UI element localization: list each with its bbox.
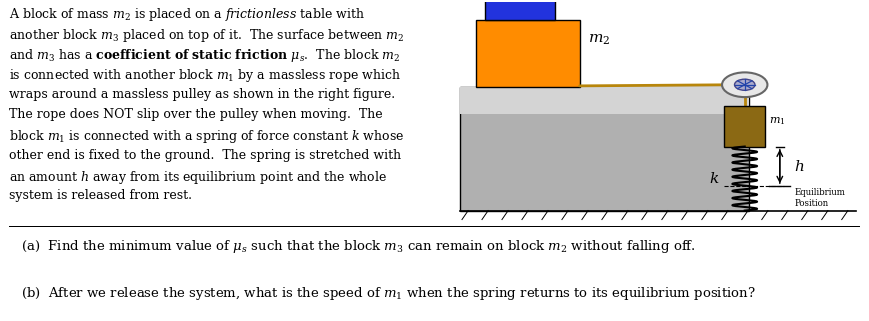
Text: is connected with another block $m_1$ by a massless rope which: is connected with another block $m_1$ by… bbox=[9, 67, 401, 84]
Bar bbox=[460, 87, 749, 211]
Text: wraps around a massless pulley as shown in the right figure.: wraps around a massless pulley as shown … bbox=[9, 88, 395, 100]
Bar bbox=[460, 87, 749, 114]
Text: and $m_3$ has a $\mathbf{coefficient\ of\ static\ friction}$ $\mu_s$.  The block: and $m_3$ has a $\mathbf{coefficient\ of… bbox=[9, 47, 400, 64]
Circle shape bbox=[734, 79, 755, 90]
Bar bbox=[724, 106, 766, 146]
Text: The rope does NOT slip over the pulley when moving.  The: The rope does NOT slip over the pulley w… bbox=[9, 108, 382, 121]
Text: $k$: $k$ bbox=[708, 171, 719, 186]
Bar bbox=[476, 20, 580, 87]
Text: system is released from rest.: system is released from rest. bbox=[9, 189, 192, 202]
Text: $h$: $h$ bbox=[794, 159, 805, 174]
Text: other end is fixed to the ground.  The spring is stretched with: other end is fixed to the ground. The sp… bbox=[9, 149, 401, 161]
Text: A block of mass $m_2$ is placed on a $\mathbf{\mathit{frictionless}}$ table with: A block of mass $m_2$ is placed on a $\m… bbox=[9, 6, 365, 23]
Text: an amount $h$ away from its equilibrium point and the whole: an amount $h$ away from its equilibrium … bbox=[9, 169, 387, 186]
Circle shape bbox=[722, 73, 767, 97]
Bar bbox=[485, 0, 554, 20]
Text: another block $m_3$ placed on top of it.  The surface between $m_2$: another block $m_3$ placed on top of it.… bbox=[9, 27, 404, 44]
Text: Equilibrium
Position: Equilibrium Position bbox=[794, 188, 846, 208]
Text: (a)  Find the minimum value of $\mu_s$ such that the block $m_3$ can remain on b: (a) Find the minimum value of $\mu_s$ su… bbox=[22, 238, 696, 255]
Text: (b)  After we release the system, what is the speed of $m_1$ when the spring ret: (b) After we release the system, what is… bbox=[22, 285, 756, 302]
Text: block $m_1$ is connected with a spring of force constant $k$ whose: block $m_1$ is connected with a spring o… bbox=[9, 128, 404, 145]
Text: $m_1$: $m_1$ bbox=[769, 115, 786, 127]
Text: $m_2$: $m_2$ bbox=[587, 33, 610, 48]
